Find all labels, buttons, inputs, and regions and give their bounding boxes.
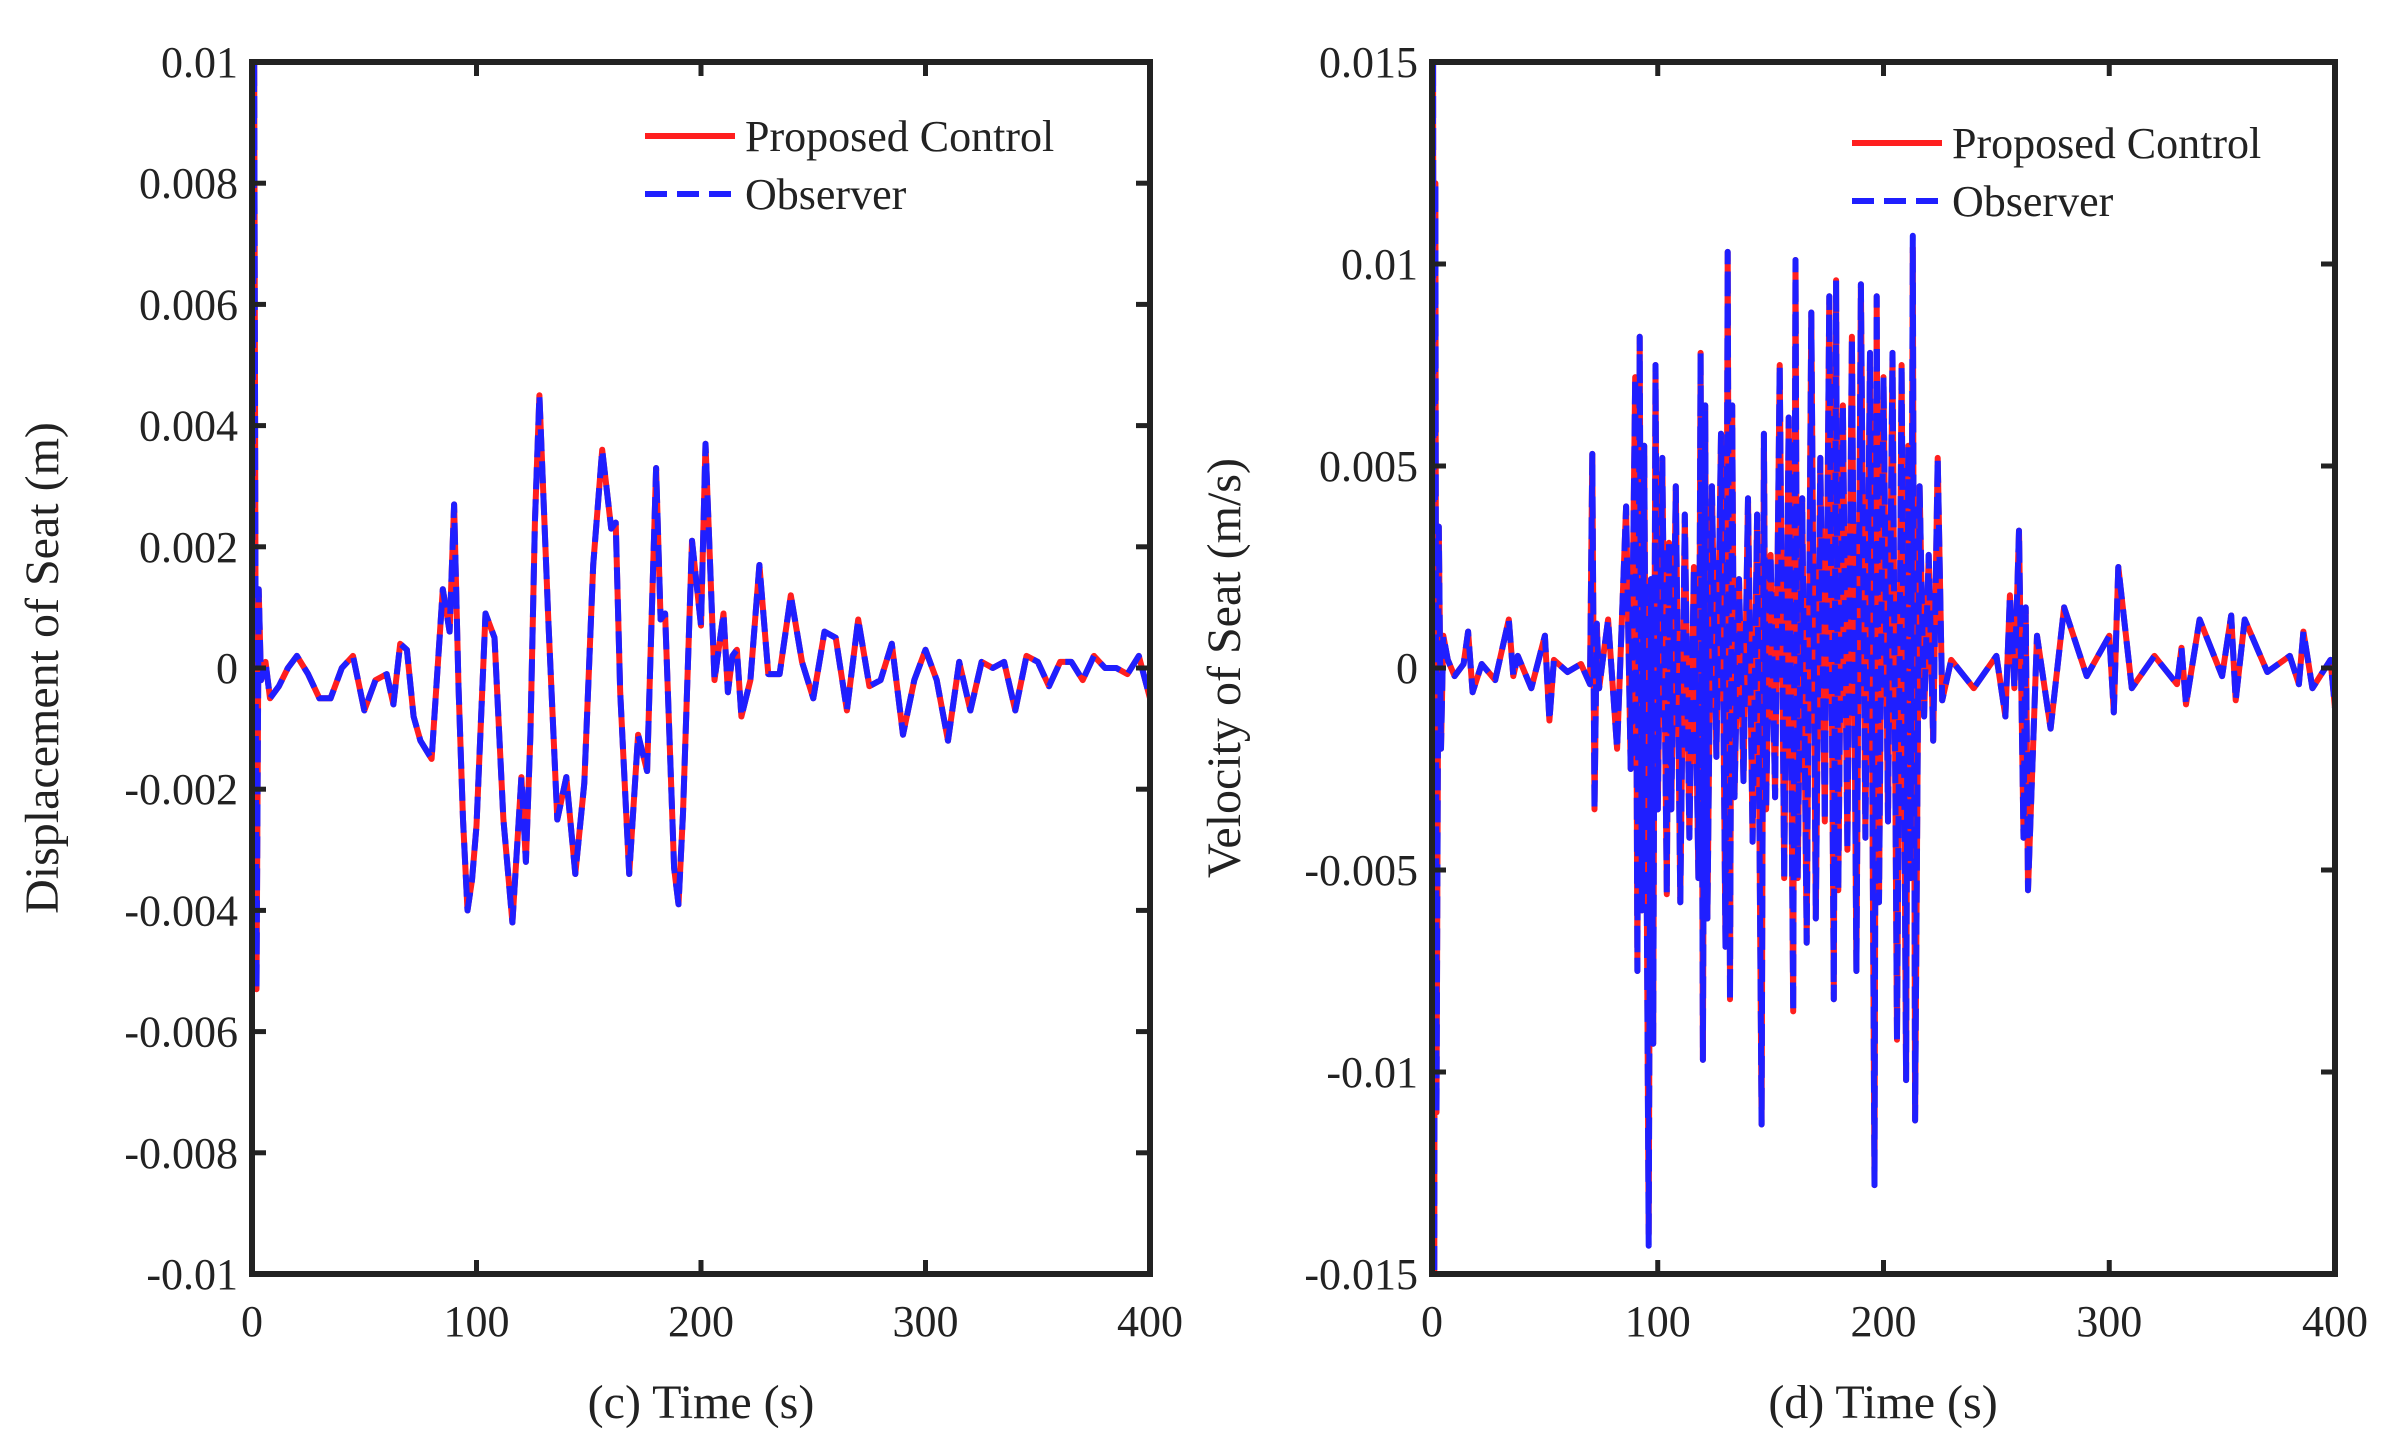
displacement-x-tick-label: 200 — [668, 1297, 734, 1346]
displacement-y-tick-label: 0 — [216, 644, 238, 693]
velocity-legend: Proposed Control Observer — [1852, 119, 2261, 226]
velocity-legend-observer-label: Observer — [1952, 177, 2114, 226]
displacement-y-tick-label: 0.008 — [139, 159, 238, 208]
displacement-y-axis-label: Displacement of Seat (m) — [16, 422, 69, 914]
displacement-x-axis-label: (c) Time (s) — [588, 1376, 815, 1429]
displacement-legend: Proposed Control Observer — [645, 112, 1054, 219]
velocity-y-tick-label: -0.01 — [1326, 1048, 1418, 1097]
displacement-x-tick-label: 100 — [444, 1297, 510, 1346]
velocity-y-tick-label: -0.015 — [1304, 1250, 1418, 1299]
velocity-y-tick-label: 0.015 — [1319, 38, 1418, 87]
displacement-y-tick-label: -0.004 — [124, 886, 238, 935]
velocity-x-tick-label: 100 — [1625, 1297, 1691, 1346]
velocity-y-tick-label: 0.01 — [1341, 240, 1418, 289]
displacement-x-tick-label: 300 — [893, 1297, 959, 1346]
displacement-legend-observer-label: Observer — [745, 170, 907, 219]
velocity-ticks: 0 100 200 300 400 0.015 0.01 0.005 0 -0.005 -0.01 -… — [1304, 38, 2368, 1346]
displacement-y-tick-label: 0.002 — [139, 523, 238, 572]
displacement-y-tick-label: 0.004 — [139, 402, 238, 451]
velocity-y-tick-label: -0.005 — [1304, 846, 1418, 895]
displacement-series-observer-line — [249, 59, 1153, 993]
velocity-series-layer — [1429, 59, 2338, 1277]
displacement-ticks: 0 100 200 300 4000.010.0080.0060.0040.0020-0… — [124, 38, 1183, 1346]
velocity-x-tick-label: 300 — [2076, 1297, 2142, 1346]
displacement-y-tick-label: 0.01 — [161, 38, 238, 87]
displacement-chart: 0 100 200 300 4000.010.0080.0060.0040.0020-0… — [16, 38, 1183, 1429]
displacement-y-tick-label: 0.006 — [139, 280, 238, 329]
velocity-x-axis-label: (d) Time (s) — [1768, 1376, 1997, 1429]
velocity-x-tick-label: 400 — [2302, 1297, 2368, 1346]
displacement-series-layer — [249, 59, 1153, 993]
velocity-series-observer-line — [1429, 59, 2338, 1277]
velocity-x-tick-label: 0 — [1421, 1297, 1443, 1346]
displacement-legend-proposed-label: Proposed Control — [745, 112, 1054, 161]
velocity-chart: 0 100 200 300 400 0.015 0.01 0.005 0 -0.005 -0.01 -… — [1198, 38, 2368, 1429]
displacement-x-tick-label: 400 — [1117, 1297, 1183, 1346]
velocity-y-tick-label: 0 — [1396, 644, 1418, 693]
displacement-x-tick-label: 0 — [241, 1297, 263, 1346]
displacement-y-tick-label: -0.01 — [146, 1250, 238, 1299]
velocity-y-axis-label: Velocity of Seat (m/s) — [1198, 458, 1251, 878]
velocity-x-tick-label: 200 — [1851, 1297, 1917, 1346]
velocity-y-tick-label: 0.005 — [1319, 442, 1418, 491]
displacement-y-tick-label: -0.006 — [124, 1008, 238, 1057]
velocity-legend-proposed-label: Proposed Control — [1952, 119, 2261, 168]
displacement-y-tick-label: -0.002 — [124, 765, 238, 814]
displacement-y-tick-label: -0.008 — [124, 1129, 238, 1178]
